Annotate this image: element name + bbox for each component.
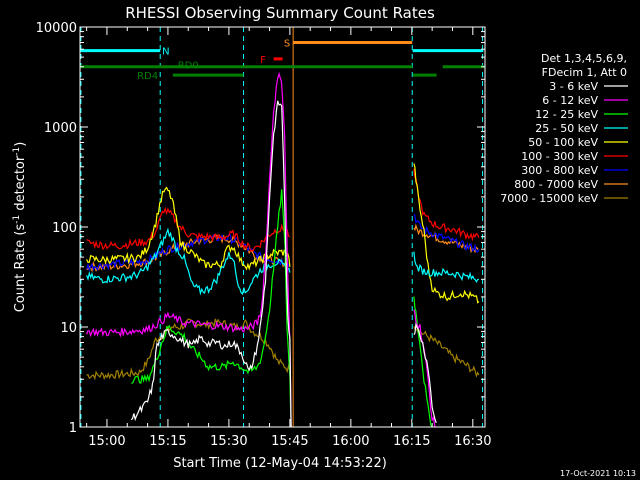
series-3-line-a [86,227,291,296]
chart-title: RHESSI Observing Summary Count Rates [125,4,435,22]
y-tick-label-3: 1000 [44,121,77,136]
y-tick-label-0: 1 [69,421,77,436]
series-6-line-a [86,233,291,272]
y-axis-label-end: ) [13,142,28,147]
series-2-line-b [413,296,433,427]
legend: Det 1,3,4,5,6,9,FDecim 1, Att 03 - 6 keV… [500,52,628,205]
legend-entry-7: 800 - 7000 keV [514,178,598,191]
series-group [86,71,480,427]
series-4-line-a [86,186,291,271]
series-5-line-b [413,168,480,242]
x-tick-label-5: 16:15 [393,434,430,449]
legend-entry-3: 25 - 50 keV [535,122,598,135]
x-tick-label-0: 15:00 [88,434,125,449]
legend-header-1: FDecim 1, Att 0 [542,66,627,79]
marker-label-rd0: RD0 [178,61,199,72]
series-2-line-a [131,189,292,427]
x-tick-label-2: 15:30 [210,434,247,449]
x-tick-label-4: 16:00 [332,434,369,449]
marker-label-s: S [284,38,290,49]
legend-entry-5: 100 - 300 keV [521,150,598,163]
legend-entry-1: 6 - 12 keV [542,94,598,107]
series-8-line-b [413,325,480,378]
marker-label-n: N [162,47,169,58]
series-5-line-a [86,206,291,253]
x-axis-label: Start Time (12-May-04 14:53:22) [173,456,387,471]
x-tick-label-1: 15:15 [149,434,186,449]
x-axis: 15:00 15:15 15:30 15:45 16:00 16:15 16:30 [86,27,492,449]
series-4-line-b [413,163,480,304]
series-1-line-a [86,71,292,427]
y-axis-label: Count Rate (s-1 detector-1) [12,142,28,313]
y-tick-label-1: 10 [60,321,77,336]
legend-entry-2: 12 - 25 keV [535,108,598,121]
marker-label-f: F [260,55,266,66]
legend-entry-6: 300 - 800 keV [521,164,598,177]
series-0-line-a [130,100,292,427]
series-8-line-a [86,318,291,381]
legend-entry-4: 50 - 100 keV [528,136,598,149]
y-axis-label-sup2: -1 [12,147,22,156]
y-axis-label-sup: -1 [12,215,22,224]
series-0-line-b [413,322,437,424]
x-tick-label-3: 15:45 [271,434,308,449]
x-tick-label-6: 16:30 [454,434,491,449]
timestamp: 17-Oct-2021 10:13 [560,469,636,478]
legend-entry-8: 7000 - 15000 keV [500,192,598,205]
y-tick-label-4: 10000 [36,21,77,36]
series-3-line-b [413,251,479,284]
y-tick-label-2: 100 [52,221,77,236]
observing-markers: N S F RD0 RD4 [80,38,485,82]
marker-label-rd4: RD4 [137,71,158,82]
legend-header-0: Det 1,3,4,5,6,9, [541,52,627,65]
y-axis-label-main: Count Rate (s [13,224,28,313]
legend-entry-0: 3 - 6 keV [549,80,598,93]
y-axis-label-tail: detector [13,155,28,215]
